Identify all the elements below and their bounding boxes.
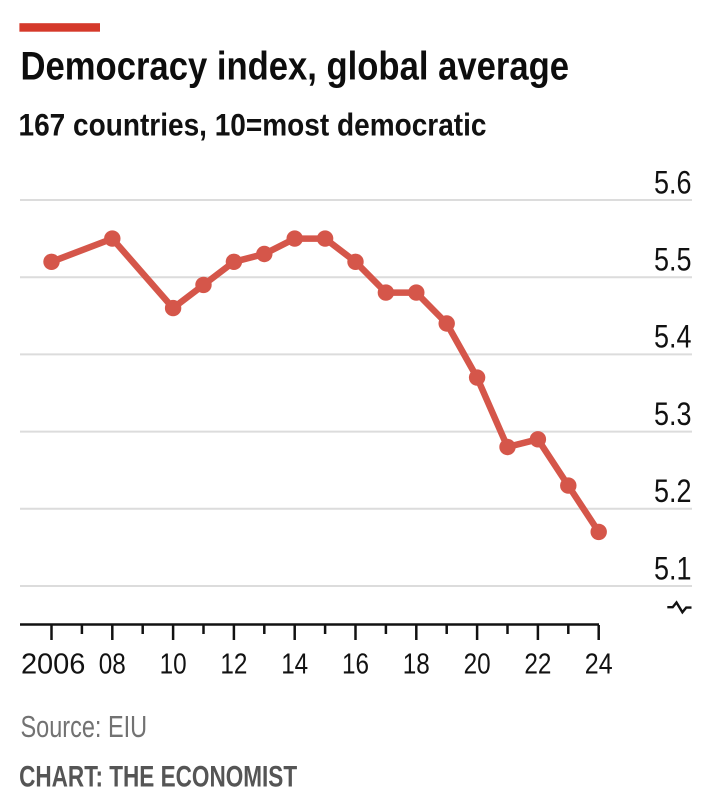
- svg-text:14: 14: [281, 649, 308, 681]
- svg-text:10: 10: [160, 649, 187, 681]
- svg-text:24: 24: [585, 649, 613, 681]
- svg-text:5.3: 5.3: [654, 396, 692, 432]
- svg-text:167 countries, 10=most democra: 167 countries, 10=most democratic: [19, 107, 487, 143]
- svg-text:Democracy index, global averag: Democracy index, global average: [21, 44, 570, 88]
- svg-text:20: 20: [464, 649, 491, 681]
- svg-text:12: 12: [220, 649, 247, 681]
- svg-text:5.1: 5.1: [654, 550, 692, 586]
- svg-text:5.5: 5.5: [654, 242, 692, 278]
- svg-text:2006: 2006: [21, 649, 86, 681]
- svg-text:18: 18: [403, 649, 430, 681]
- svg-text:5.4: 5.4: [654, 319, 692, 355]
- svg-text:5.2: 5.2: [654, 473, 692, 509]
- svg-text:Source: EIU: Source: EIU: [21, 709, 148, 744]
- svg-text:22: 22: [524, 649, 551, 681]
- svg-text:16: 16: [342, 649, 369, 681]
- svg-text:5.6: 5.6: [654, 164, 692, 200]
- svg-text:08: 08: [99, 649, 126, 681]
- svg-text:CHART: THE ECONOMIST: CHART: THE ECONOMIST: [19, 761, 297, 794]
